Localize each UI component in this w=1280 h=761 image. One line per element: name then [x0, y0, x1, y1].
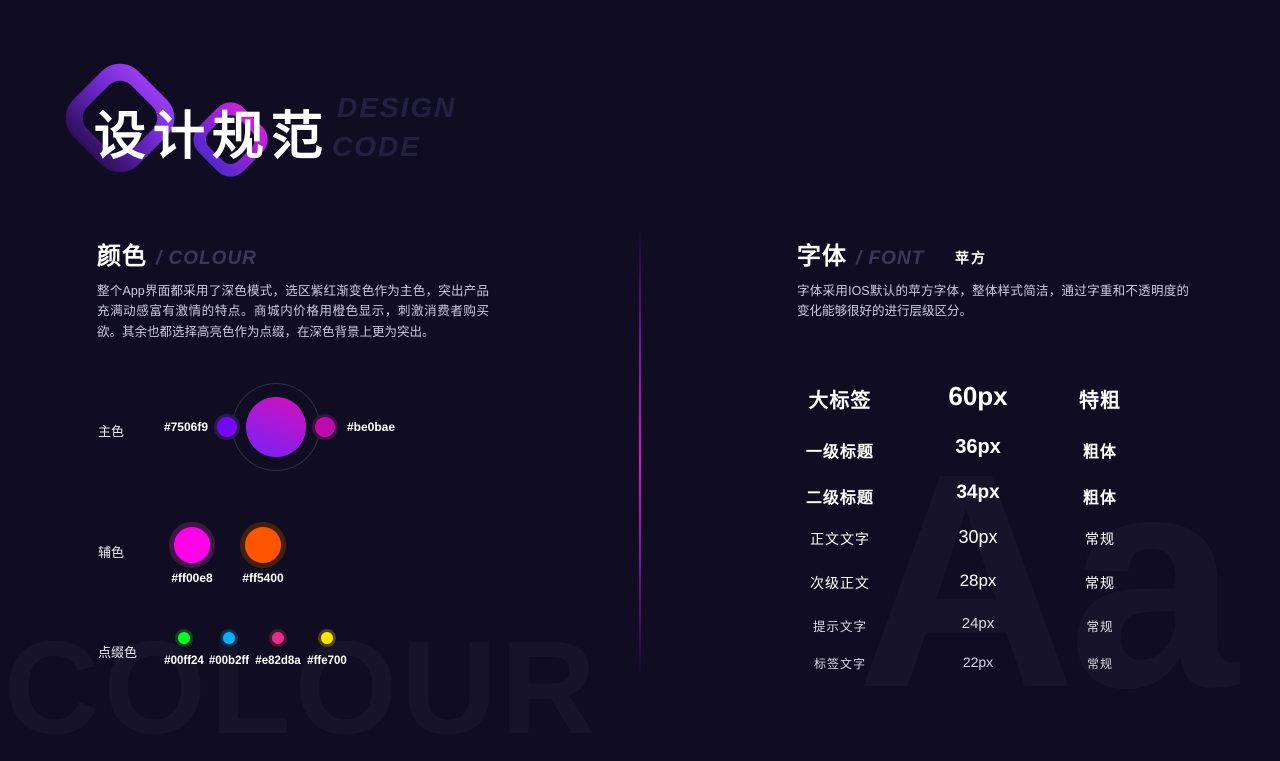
type-scale-row: 大标签 60px 特粗 [740, 381, 1180, 414]
type-scale-row: 标签文字 22px 常规 [740, 654, 1180, 685]
primary-color-label: 主色 [98, 424, 125, 439]
colour-heading-en: / COLOUR [156, 248, 257, 269]
type-row-size: 24px [961, 615, 995, 632]
type-row-size: 28px [959, 571, 997, 590]
primary-swatch-right [312, 414, 338, 440]
colour-section-heading: 颜色 / COLOUR [97, 236, 257, 271]
type-row-label: 一级标题 [805, 444, 874, 461]
ghost-text-design: DESIGN [337, 92, 457, 123]
ghost-text-code: CODE [332, 131, 421, 162]
primary-gradient-circle [246, 397, 306, 457]
accent-swatch-yellow [318, 629, 336, 647]
font-family-name: 苹方 [955, 250, 987, 266]
type-row-size: 60px [948, 381, 1008, 411]
type-scale-row: 提示文字 24px 常规 [740, 615, 1180, 646]
accent-swatch-blue [220, 629, 238, 647]
type-scale-row: 正文文字 30px 常规 [740, 527, 1180, 559]
type-row-weight: 特粗 [1079, 390, 1121, 412]
font-section-heading: 字体 / FONT [797, 236, 924, 271]
type-row-label: 大标签 [808, 390, 872, 412]
type-row-weight: 常规 [1085, 575, 1115, 591]
font-heading-cn: 字体 [797, 243, 847, 270]
type-scale-row: 二级标题 34px 粗体 [740, 482, 1180, 514]
font-description: 字体采用IOS默认的苹方字体，整体样式简洁，通过字重和不透明度的变化能够很好的进… [797, 284, 1189, 319]
type-row-weight: 常规 [1085, 531, 1115, 547]
primary-swatch-left [214, 414, 240, 440]
secondary-color-label: 辅色 [98, 545, 125, 560]
type-row-size: 22px [962, 654, 994, 670]
colour-description: 整个App界面都采用了深色模式，选区紫红渐变色作为主色，突出产品充满动感富有激情… [97, 284, 489, 339]
type-row-size: 30px [958, 527, 998, 547]
watermark-colour: COLOUR [4, 622, 600, 754]
section-divider [639, 232, 641, 677]
type-row-weight: 粗体 [1082, 490, 1117, 507]
type-row-weight: 粗体 [1082, 444, 1117, 461]
type-row-size: 36px [955, 436, 1001, 458]
type-row-label: 正文文字 [810, 531, 870, 547]
type-row-label: 二级标题 [805, 490, 874, 507]
page-title: 设计规范 [94, 108, 331, 166]
secondary-swatch-magenta [169, 522, 215, 568]
type-row-label: 提示文字 [812, 620, 867, 634]
accent-hex-green: #00ff24 [164, 655, 204, 667]
colour-heading-cn: 颜色 [97, 243, 147, 270]
accent-swatch-pink [269, 629, 287, 647]
primary-hex-left: #7506f9 [163, 420, 208, 434]
type-row-weight: 常规 [1086, 620, 1114, 634]
accent-color-label: 点缀色 [98, 645, 138, 660]
type-row-weight: 常规 [1086, 657, 1113, 671]
secondary-hex-magenta: #ff00e8 [171, 571, 213, 585]
type-row-label: 次级正文 [810, 575, 870, 591]
accent-hex-pink: #e82d8a [255, 655, 301, 667]
type-scale-row: 一级标题 36px 粗体 [740, 436, 1180, 468]
type-row-size: 34px [956, 482, 1000, 503]
accent-swatch-green [175, 629, 193, 647]
secondary-swatch-orange [240, 522, 286, 568]
primary-hex-right: #be0bae [347, 420, 396, 434]
accent-hex-blue: #00b2ff [208, 655, 250, 667]
font-heading-en: / FONT [856, 248, 925, 269]
secondary-hex-orange: #ff5400 [242, 571, 284, 585]
type-row-label: 标签文字 [813, 657, 866, 671]
accent-hex-yellow: #ffe700 [307, 655, 347, 667]
type-scale-row: 次级正文 28px 常规 [740, 571, 1180, 603]
